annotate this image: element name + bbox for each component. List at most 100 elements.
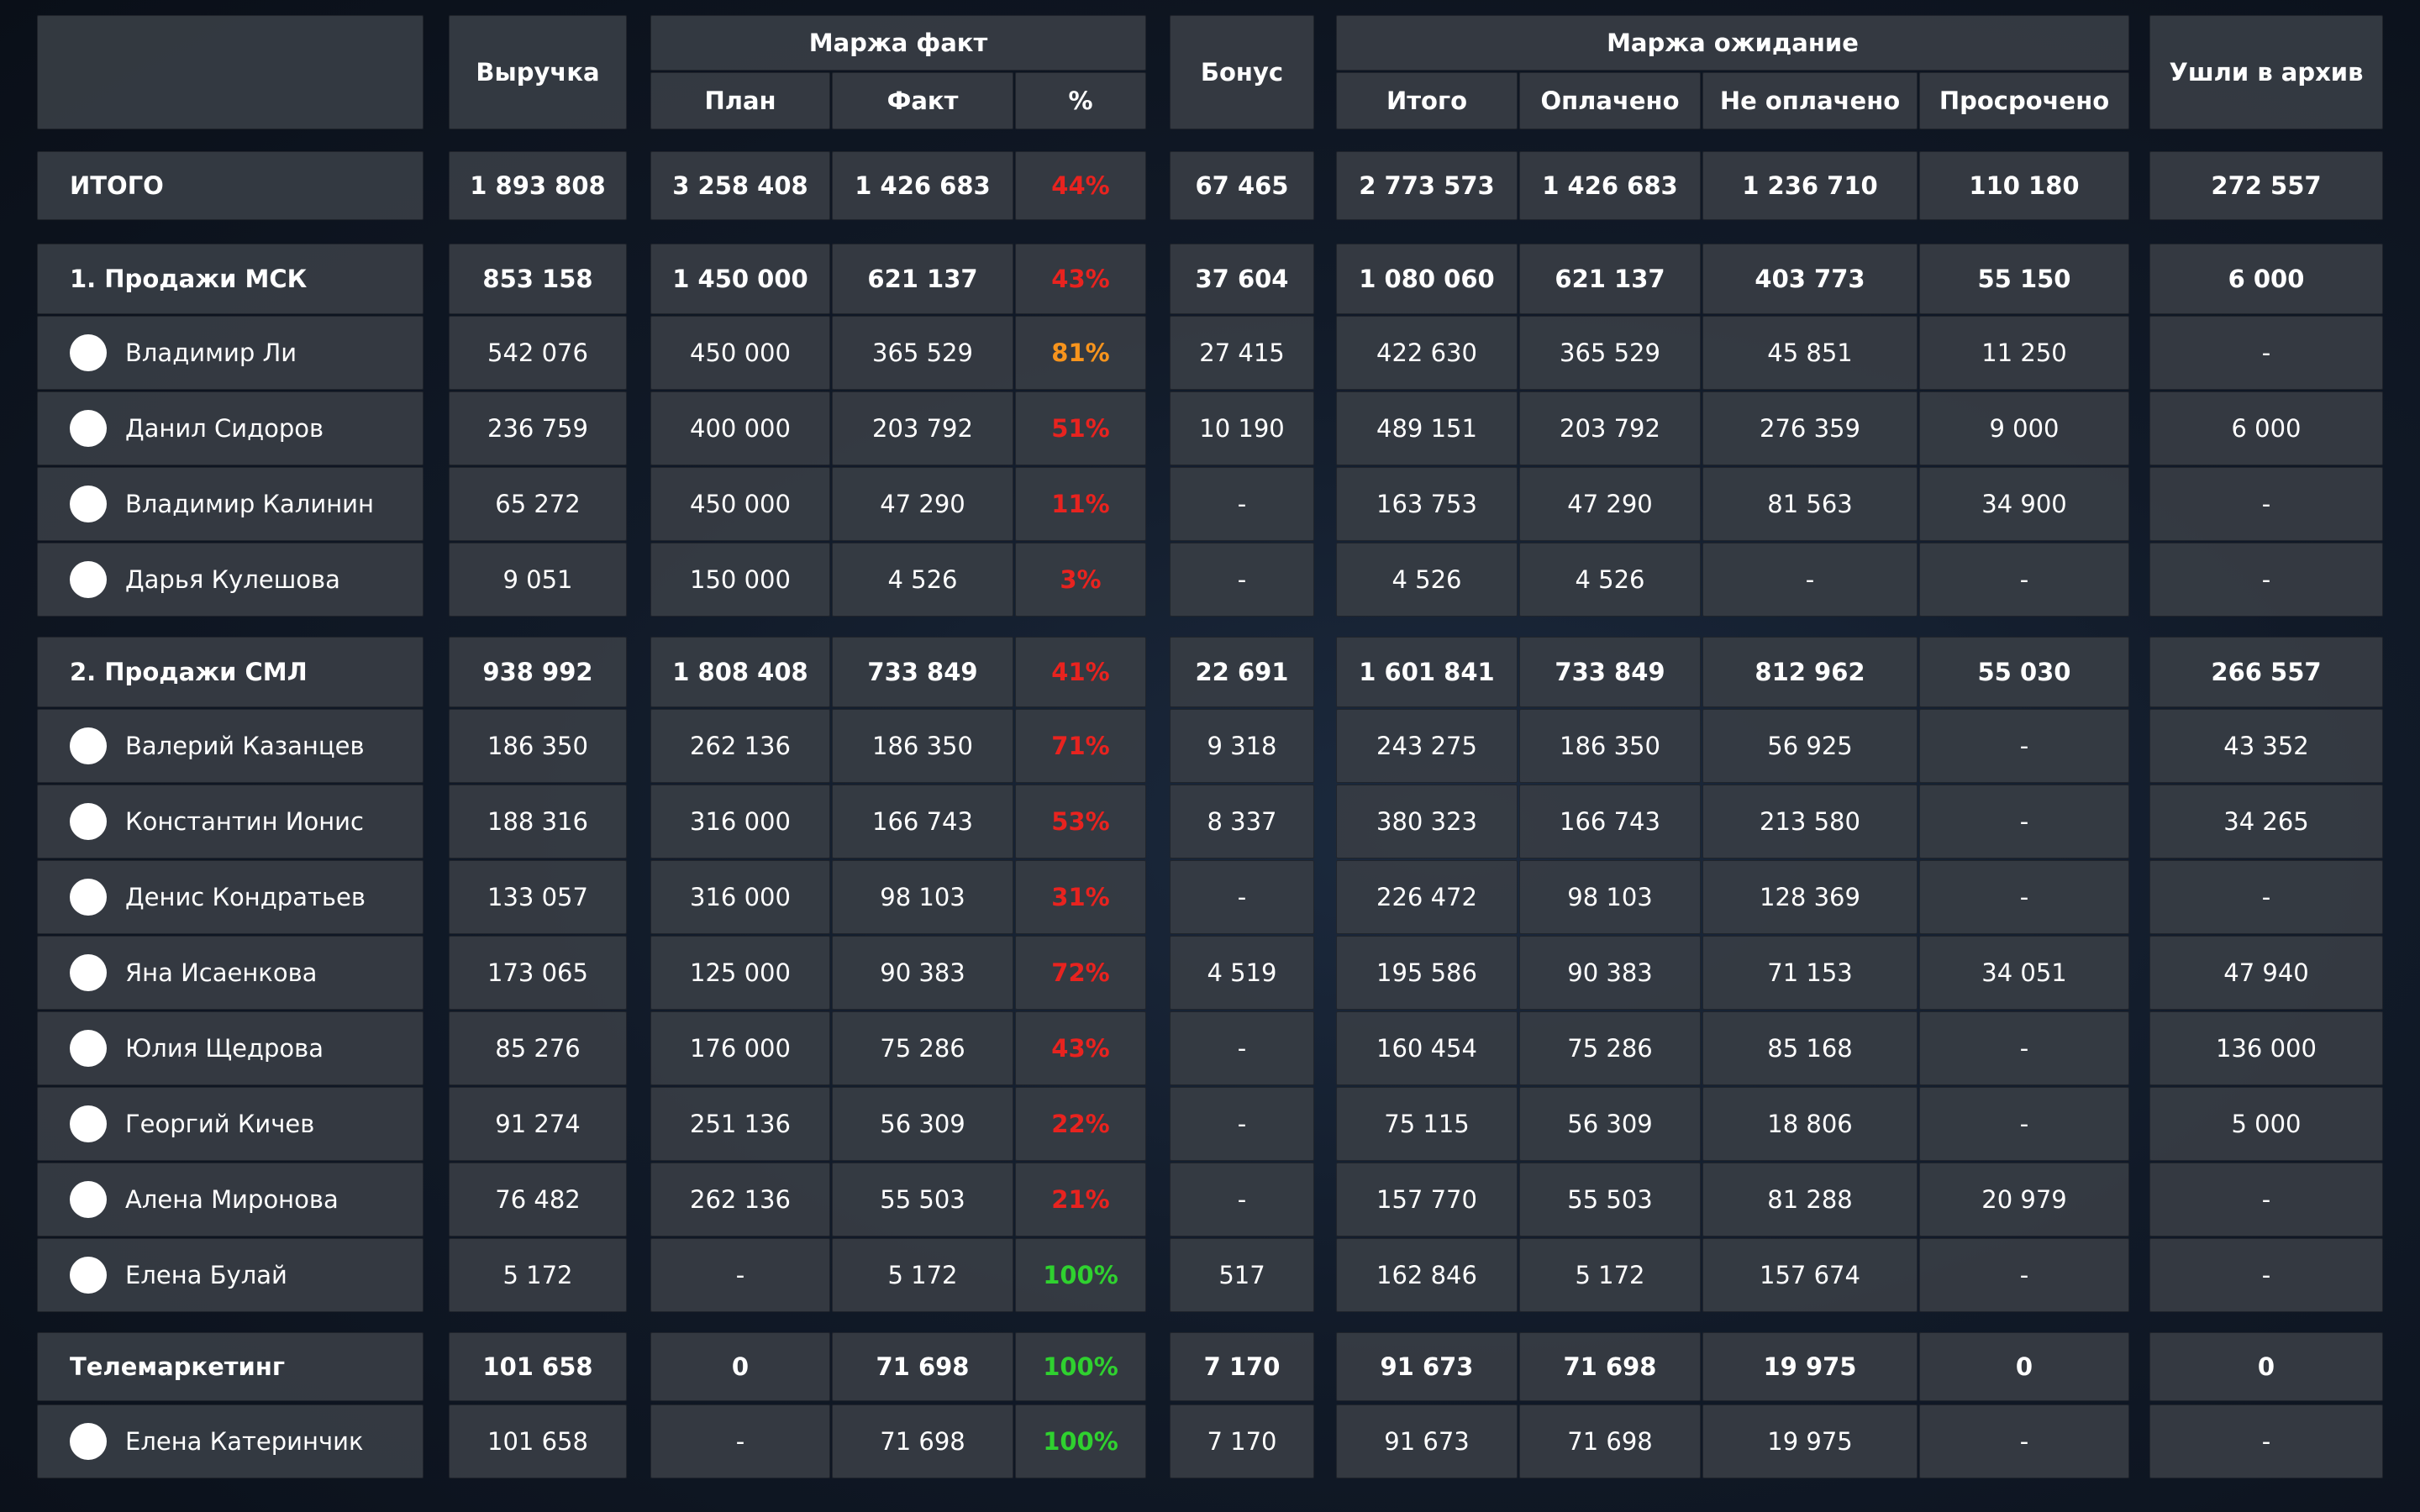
percent-value: 100% bbox=[1043, 1261, 1118, 1289]
person-row-unpaid-cell: 56 925 bbox=[1702, 709, 1918, 783]
person-row-overdue-cell: 34 900 bbox=[1919, 467, 2129, 541]
person-row-pct-cell: 100% bbox=[1015, 1238, 1146, 1312]
group-row-name-cell: Телемаркетинг bbox=[37, 1332, 424, 1401]
header-archive: Ушли в архив bbox=[2149, 15, 2383, 129]
avatar-circle-icon[interactable] bbox=[70, 954, 107, 991]
group-row-total-cell: 91 673 bbox=[1336, 1332, 1518, 1401]
overdue-value: - bbox=[2019, 883, 2029, 911]
header-revenue: Выручка bbox=[449, 15, 627, 129]
group-row-paid-cell: 621 137 bbox=[1519, 244, 1701, 314]
avatar-circle-icon[interactable] bbox=[70, 410, 107, 447]
unpaid-value: 85 168 bbox=[1767, 1034, 1853, 1063]
archive-value: 136 000 bbox=[2216, 1034, 2317, 1063]
person-row-total-cell: 163 753 bbox=[1336, 467, 1518, 541]
person-row-unpaid-cell: 81 288 bbox=[1702, 1163, 1918, 1236]
person-row-overdue-cell: 11 250 bbox=[1919, 316, 2129, 390]
person-row-paid-cell: 55 503 bbox=[1519, 1163, 1701, 1236]
person-row-label: Константин Ионис bbox=[125, 807, 364, 836]
avatar-circle-icon[interactable] bbox=[70, 727, 107, 764]
total-row-revenue-cell: 1 893 808 bbox=[449, 151, 627, 220]
group-row-unpaid-cell: 812 962 bbox=[1702, 637, 1918, 707]
avatar-circle-icon[interactable] bbox=[70, 561, 107, 598]
total-value: 380 323 bbox=[1376, 807, 1477, 836]
person-row-plan-cell: 400 000 bbox=[650, 391, 830, 465]
person-row-label: Владимир Калинин bbox=[125, 490, 374, 518]
person-row-bonus-cell: 8 337 bbox=[1170, 785, 1314, 858]
unpaid-value: 18 806 bbox=[1767, 1110, 1853, 1138]
plan-value: 176 000 bbox=[690, 1034, 791, 1063]
revenue-value: 853 158 bbox=[482, 265, 593, 293]
person-row-name-cell: Данил Сидоров bbox=[37, 391, 424, 465]
paid-value: 5 172 bbox=[1575, 1261, 1645, 1289]
paid-value: 71 698 bbox=[1563, 1352, 1657, 1381]
avatar-circle-icon[interactable] bbox=[70, 1181, 107, 1218]
avatar-circle-icon[interactable] bbox=[70, 1423, 107, 1460]
avatar-circle-icon[interactable] bbox=[70, 1030, 107, 1067]
person-row-unpaid-cell: 45 851 bbox=[1702, 316, 1918, 390]
person-row-plan-cell: - bbox=[650, 1238, 830, 1312]
archive-value: 43 352 bbox=[2223, 732, 2309, 760]
percent-value: 43% bbox=[1051, 265, 1110, 293]
total-row-name-cell: ИТОГО bbox=[37, 151, 424, 220]
group-row-fact-cell: 71 698 bbox=[832, 1332, 1013, 1401]
revenue-value: 76 482 bbox=[495, 1185, 581, 1214]
person-row-plan-cell: 450 000 bbox=[650, 316, 830, 390]
plan-value: 150 000 bbox=[690, 565, 791, 594]
person-row-revenue-cell: 65 272 bbox=[449, 467, 627, 541]
percent-value: 43% bbox=[1051, 1034, 1110, 1063]
avatar-circle-icon[interactable] bbox=[70, 1257, 107, 1294]
person-row-overdue-cell: - bbox=[1919, 860, 2129, 934]
unpaid-value: 403 773 bbox=[1754, 265, 1865, 293]
person-row-archive-cell: - bbox=[2149, 1238, 2383, 1312]
avatar-circle-icon[interactable] bbox=[70, 803, 107, 840]
person-row-fact-cell: 55 503 bbox=[832, 1163, 1013, 1236]
person-row-bonus-cell: 517 bbox=[1170, 1238, 1314, 1312]
overdue-value: - bbox=[2019, 565, 2029, 594]
person-row-bonus-cell: 4 519 bbox=[1170, 936, 1314, 1010]
total-row-label: ИТОГО bbox=[70, 171, 164, 200]
person-row-overdue-cell: 34 051 bbox=[1919, 936, 2129, 1010]
bonus-value: 37 604 bbox=[1195, 265, 1289, 293]
plan-value: 125 000 bbox=[690, 958, 791, 987]
person-row-name-cell: Владимир Ли bbox=[37, 316, 424, 390]
unpaid-value: 81 288 bbox=[1767, 1185, 1853, 1214]
paid-value: 733 849 bbox=[1555, 658, 1665, 686]
person-row-overdue-cell: - bbox=[1919, 543, 2129, 617]
avatar-circle-icon[interactable] bbox=[70, 334, 107, 371]
person-row-pct-cell: 22% bbox=[1015, 1087, 1146, 1161]
person-row-plan-cell: 262 136 bbox=[650, 1163, 830, 1236]
bonus-value: - bbox=[1237, 1110, 1247, 1138]
fact-value: 75 286 bbox=[880, 1034, 965, 1063]
fact-value: 733 849 bbox=[867, 658, 978, 686]
person-row-label: Елена Булай bbox=[125, 1261, 287, 1289]
avatar-circle-icon[interactable] bbox=[70, 486, 107, 522]
total-value: 2 773 573 bbox=[1359, 171, 1495, 200]
person-row-bonus-cell: 10 190 bbox=[1170, 391, 1314, 465]
paid-value: 55 503 bbox=[1567, 1185, 1653, 1214]
paid-value: 1 426 683 bbox=[1542, 171, 1678, 200]
total-row-paid-cell: 1 426 683 bbox=[1519, 151, 1701, 220]
person-row-paid-cell: 365 529 bbox=[1519, 316, 1701, 390]
plan-value: - bbox=[735, 1261, 745, 1289]
unpaid-value: 812 962 bbox=[1754, 658, 1865, 686]
total-row-bonus-cell: 67 465 bbox=[1170, 151, 1314, 220]
archive-value: 6 000 bbox=[2228, 265, 2305, 293]
avatar-circle-icon[interactable] bbox=[70, 1105, 107, 1142]
avatar-circle-icon[interactable] bbox=[70, 879, 107, 916]
total-value: 91 673 bbox=[1384, 1427, 1470, 1456]
person-row-fact-cell: 203 792 bbox=[832, 391, 1013, 465]
archive-value: 6 000 bbox=[2231, 414, 2302, 443]
group-row-total-cell: 1 601 841 bbox=[1336, 637, 1518, 707]
person-row-paid-cell: 186 350 bbox=[1519, 709, 1701, 783]
revenue-value: 91 274 bbox=[495, 1110, 581, 1138]
person-row-revenue-cell: 186 350 bbox=[449, 709, 627, 783]
person-row-pct-cell: 81% bbox=[1015, 316, 1146, 390]
fact-value: 98 103 bbox=[880, 883, 965, 911]
overdue-value: 20 979 bbox=[1981, 1185, 2067, 1214]
total-value: 160 454 bbox=[1376, 1034, 1477, 1063]
percent-value: 81% bbox=[1051, 339, 1110, 367]
percent-value: 21% bbox=[1051, 1185, 1110, 1214]
unpaid-value: 19 975 bbox=[1763, 1352, 1857, 1381]
plan-value: 316 000 bbox=[690, 807, 791, 836]
person-row-archive-cell: - bbox=[2149, 860, 2383, 934]
